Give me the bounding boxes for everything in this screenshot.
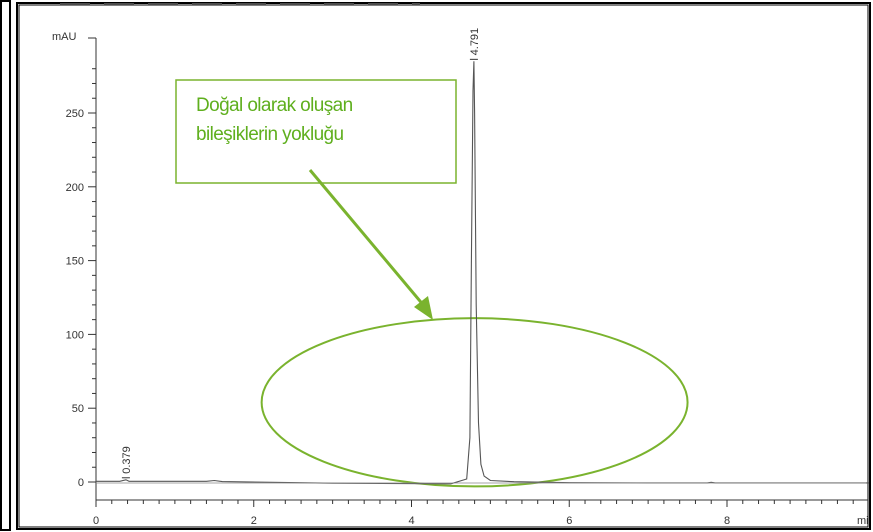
annotation-arrow-head [414, 296, 433, 320]
x-tick-label: 2 [251, 515, 257, 527]
y-tick-label: 150 [66, 256, 84, 268]
annotation-ellipse [260, 317, 689, 488]
annotation-text-line: Doğal olarak oluşan [196, 95, 353, 116]
x-axis-label: mi [857, 515, 869, 527]
left-panel-border [0, 0, 11, 531]
annotation-arrow-shaft [308, 169, 427, 308]
chart-inner-border [18, 4, 869, 528]
peak-label: 4.791 [469, 28, 481, 56]
y-axis-label: mAU [52, 31, 77, 43]
x-tick-label: 4 [408, 515, 414, 527]
annotation-box [175, 79, 457, 184]
x-tick-label: 6 [566, 515, 572, 527]
y-tick-label: 50 [72, 403, 84, 415]
peak-label: 0.379 [121, 446, 133, 474]
x-tick-label: 8 [724, 515, 730, 527]
y-tick-label: 250 [66, 108, 84, 120]
x-tick-label: 0 [93, 515, 99, 527]
chart-border [16, 2, 871, 530]
y-tick-label: 0 [78, 477, 84, 489]
y-tick-label: 100 [66, 329, 84, 341]
annotation-text-line: bileşiklerin yokluğu [196, 124, 344, 145]
y-tick-label: 200 [66, 182, 84, 194]
